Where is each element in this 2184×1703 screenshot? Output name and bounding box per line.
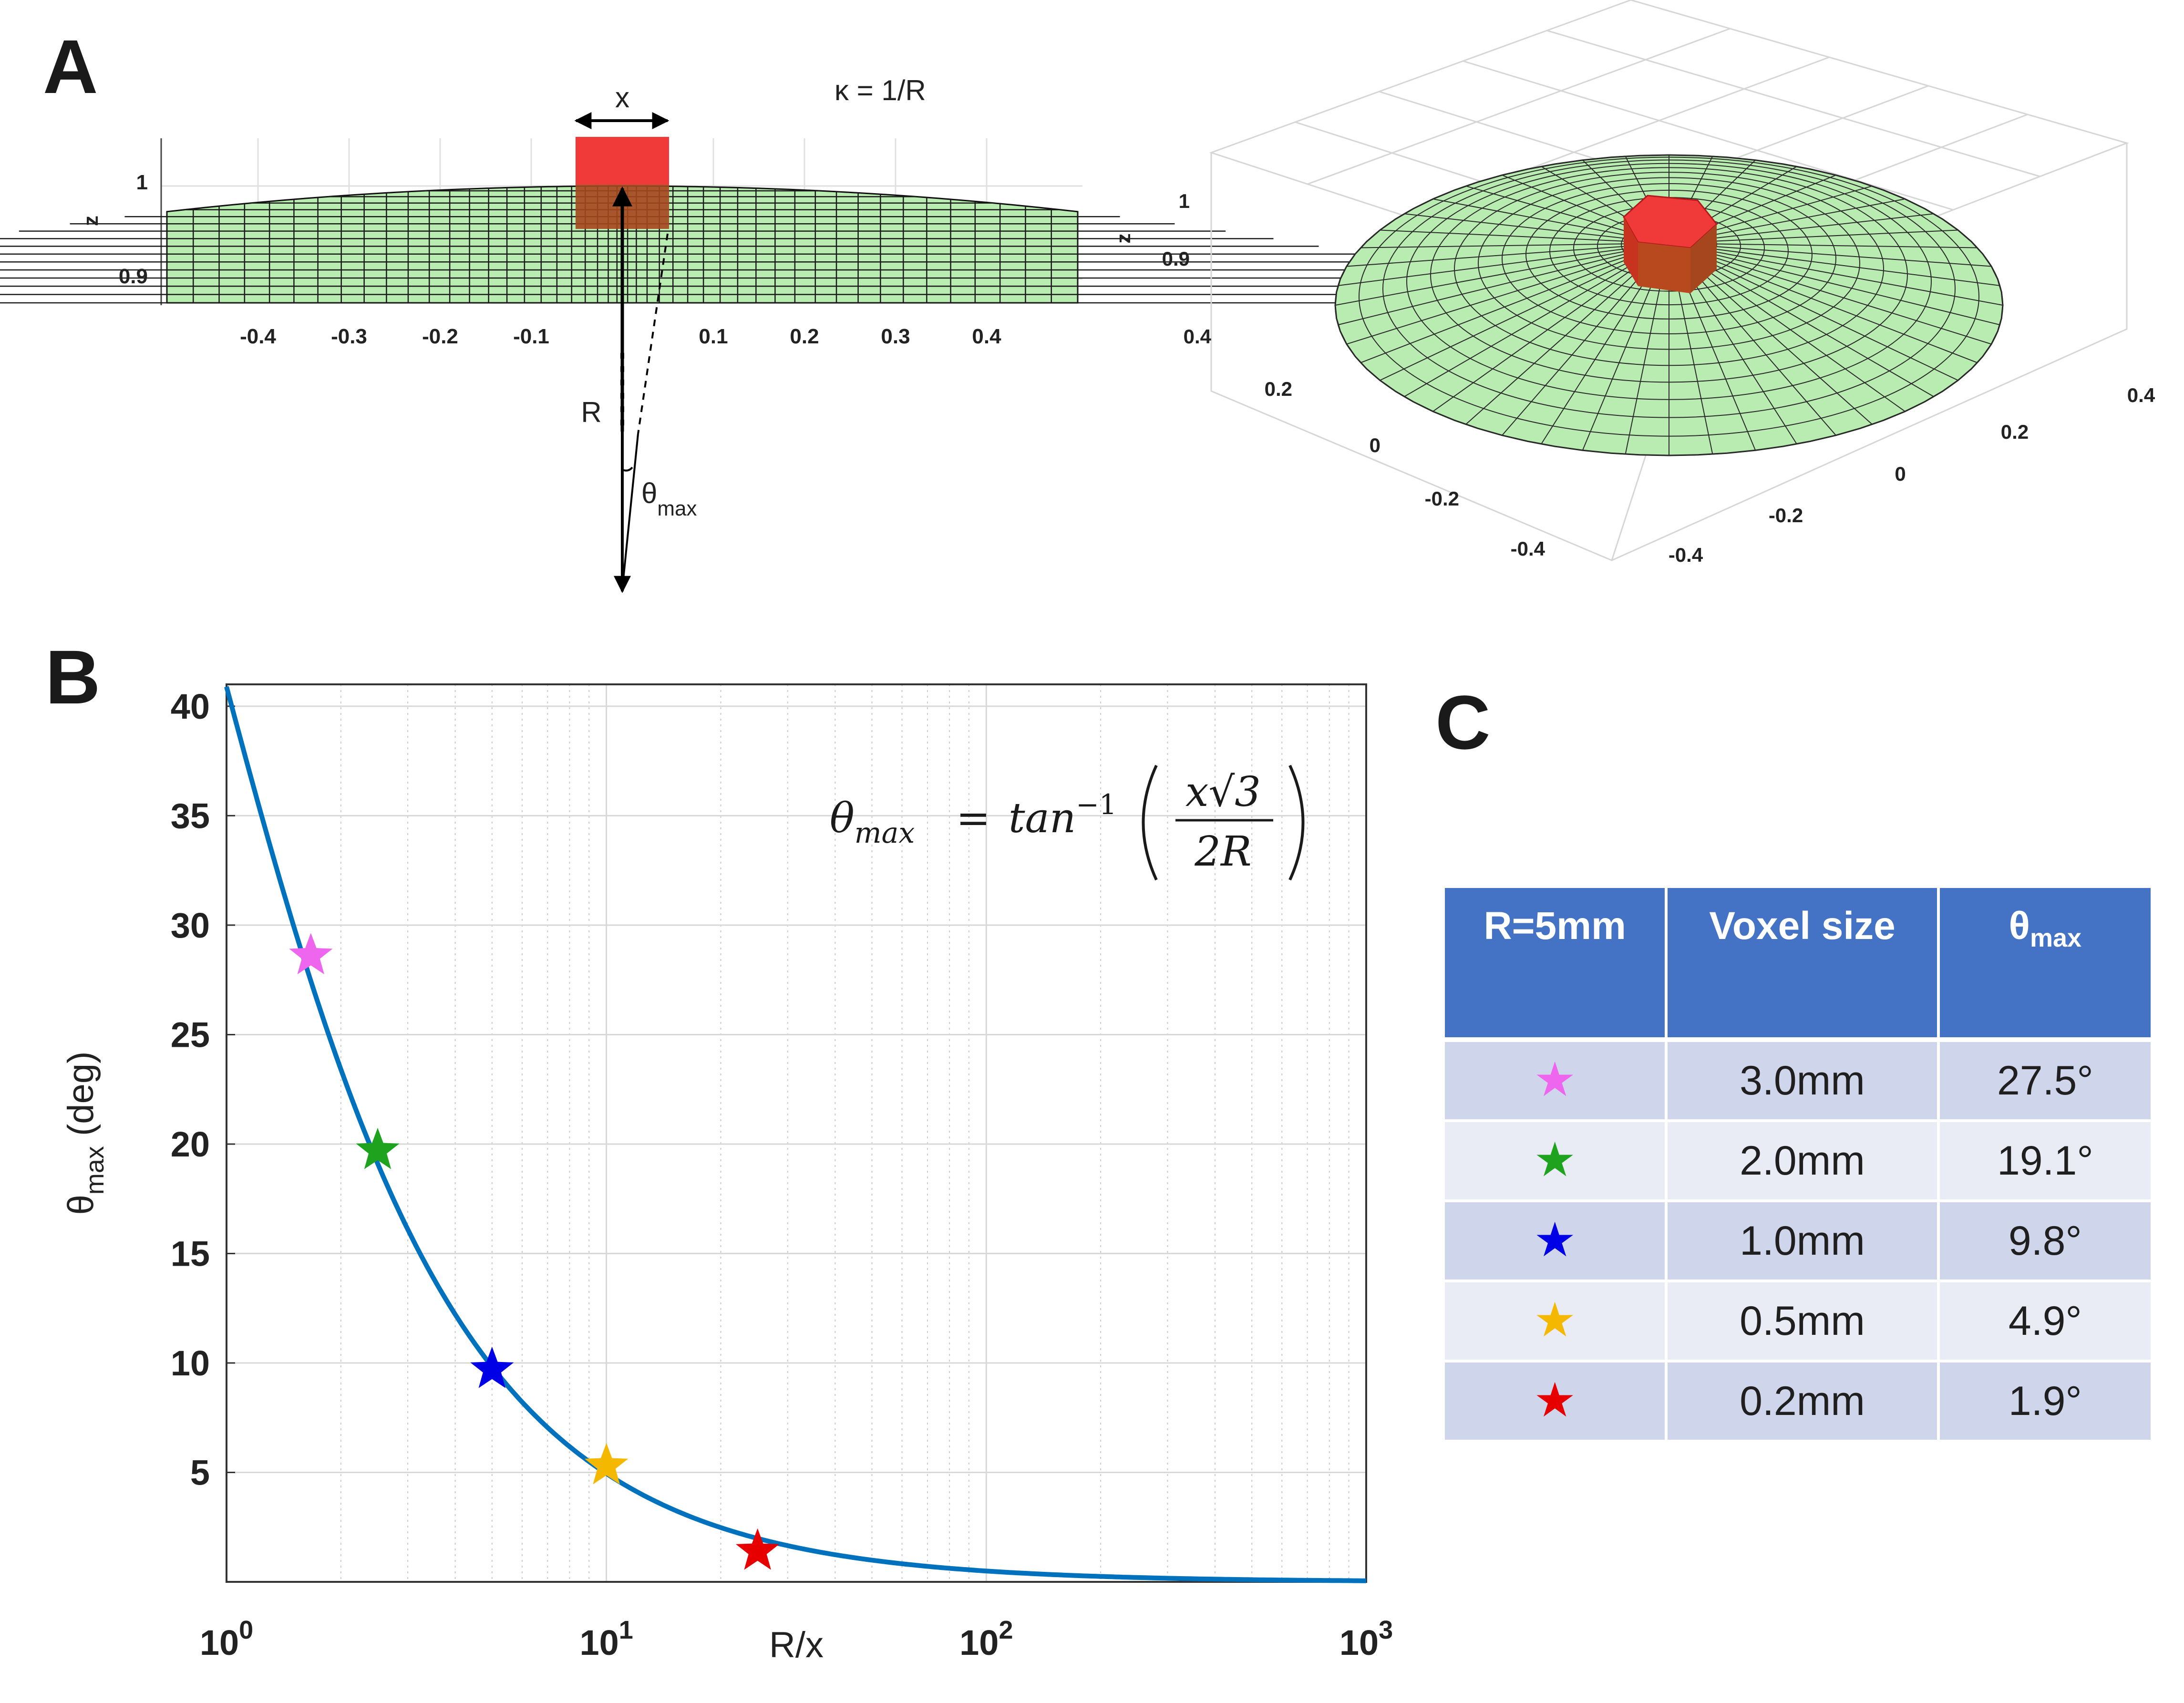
x-tick-label: 0.2 <box>790 325 819 348</box>
panel-a-z-tick-0-9: 0.9 <box>119 265 148 288</box>
table-row: ★ 2.0mm 19.1° <box>1445 1121 2151 1201</box>
y-tick-label: 0 <box>1370 434 1380 456</box>
figure: A x κ = 1/R z 1 0.9 -0.4 -0.3 -0.2 -0.1 0.1 0… <box>0 0 2184 1703</box>
x-tick-label: -0.2 <box>422 325 458 348</box>
y-tick-label: 10 <box>171 1343 210 1383</box>
y-tick-label: 35 <box>171 796 210 836</box>
panel-a-theta-label: θmax <box>641 477 697 520</box>
row-theta-max: 27.5° <box>1938 1040 2151 1121</box>
row-voxel-size: 0.5mm <box>1666 1281 1938 1361</box>
panel-a-kappa-label: κ = 1/R <box>834 74 926 106</box>
table-row: ★ 3.0mm 27.5° <box>1445 1040 2151 1121</box>
x-tick-label: -0.4 <box>240 325 276 348</box>
star-icon: ★ <box>1534 1213 1576 1267</box>
panel-b-grid <box>227 684 1366 1582</box>
y-tick-label: -0.2 <box>1425 487 1459 510</box>
box-grid-line <box>1547 31 2040 176</box>
row-voxel-size: 1.0mm <box>1666 1201 1938 1281</box>
y-tick-label: 40 <box>171 687 210 726</box>
x-tick-label: -0.3 <box>331 325 367 348</box>
row-theta-max: 19.1° <box>1938 1121 2151 1201</box>
row-star-icon: ★ <box>1445 1281 1666 1361</box>
x-tick-label: 0.3 <box>881 325 910 348</box>
panel-a-3d-z-label: z <box>1112 234 1134 244</box>
y-tick-label: 20 <box>171 1125 210 1164</box>
y-tick-label: 25 <box>171 1015 210 1054</box>
y-tick-label: -0.4 <box>1511 537 1545 560</box>
row-voxel-size: 0.2mm <box>1666 1361 1938 1441</box>
formula-numerator: x√3 <box>1185 768 1261 816</box>
cube-front-face <box>1638 242 1690 293</box>
row-star-icon: ★ <box>1445 1201 1666 1281</box>
panel-a-r-label: R <box>581 396 601 428</box>
header-radius: R=5mm <box>1445 888 1666 1040</box>
x-tick-label: 101 <box>579 1616 633 1662</box>
x-tick-label: 0.2 <box>2001 421 2029 443</box>
y-tick-label: 0.2 <box>1265 378 1292 400</box>
row-voxel-size: 2.0mm <box>1666 1121 1938 1201</box>
panel-a-x-label: x <box>615 82 629 114</box>
formula-denominator: 2R <box>1194 828 1251 876</box>
row-theta-max: 9.8° <box>1938 1201 2151 1281</box>
panel-b-markers <box>289 933 779 1569</box>
y-tick-label: 5 <box>190 1453 210 1492</box>
row-theta-max: 4.9° <box>1938 1281 2151 1361</box>
panel-b-x-label: R/x <box>769 1625 824 1665</box>
panel-b-y-ticks: 5 10 15 20 25 30 35 40 <box>171 687 235 1493</box>
x-tick-label: 103 <box>1339 1616 1393 1662</box>
panel-b-label: B <box>45 634 101 720</box>
x-tick-label: -0.2 <box>1769 504 1803 526</box>
table-header-row: R=5mm Voxel size θmax <box>1445 888 2151 1040</box>
table-row: ★ 0.5mm 4.9° <box>1445 1281 2151 1361</box>
formula-left-paren <box>1144 765 1157 880</box>
x-tick-label: 0.1 <box>699 325 728 348</box>
panel-a-slant-solid <box>622 434 638 589</box>
panel-a-z-label: z <box>79 216 103 226</box>
panel-b-y-label: θmax (deg) <box>61 1052 109 1215</box>
header-voxel-size: Voxel size <box>1666 888 1938 1040</box>
table-row: ★ 1.0mm 9.8° <box>1445 1201 2151 1281</box>
star-icon: ★ <box>1534 1373 1576 1427</box>
row-voxel-size: 3.0mm <box>1666 1040 1938 1121</box>
row-star-icon: ★ <box>1445 1040 1666 1121</box>
y-tick-label: 15 <box>171 1234 210 1273</box>
panel-b-formula: θmax = tan−1 x√3 2R <box>830 765 1303 880</box>
x-tick-label: 102 <box>959 1616 1013 1662</box>
panel-a-label: A <box>43 24 98 109</box>
star-icon: ★ <box>1534 1133 1576 1187</box>
formula-lhs: θmax <box>830 795 915 850</box>
row-star-icon: ★ <box>1445 1121 1666 1201</box>
x-tick-label: 0.4 <box>2127 384 2155 406</box>
table-row: ★ 0.2mm 1.9° <box>1445 1361 2151 1441</box>
y-tick-label: 0.4 <box>1184 325 1212 348</box>
panel-a-3d-z-tick-0-9: 0.9 <box>1162 248 1190 270</box>
x-tick-label: 0.4 <box>972 325 1001 348</box>
panel-b-plot-frame <box>227 684 1366 1582</box>
y-tick-label: 30 <box>171 906 210 945</box>
star-icon: ★ <box>1534 1293 1576 1347</box>
panel-c-label: C <box>1435 680 1491 765</box>
voxel-size-table: R=5mm Voxel size θmax ★ 3.0mm 27.5° ★ 2.… <box>1445 888 2151 1443</box>
x-tick-label: -0.4 <box>1669 544 1703 566</box>
panel-a-theta-arc <box>622 467 632 471</box>
panel-a-3d-voxel <box>1624 196 1717 293</box>
panel-a-voxel-top <box>576 137 669 185</box>
x-tick-label: 100 <box>200 1616 253 1662</box>
x-tick-label: -0.1 <box>513 325 549 348</box>
star-icon: ★ <box>1534 1053 1576 1106</box>
header-theta-max: θmax <box>1938 888 2151 1040</box>
formula-right-paren <box>1290 765 1303 880</box>
row-theta-max: 1.9° <box>1938 1361 2151 1441</box>
panel-a-z-tick-1: 1 <box>136 171 148 194</box>
panel-a-3d-z-tick-1: 1 <box>1179 190 1190 212</box>
formula-equals: = <box>956 795 990 842</box>
row-star-icon: ★ <box>1445 1361 1666 1441</box>
x-tick-label: 0 <box>1895 463 1906 485</box>
